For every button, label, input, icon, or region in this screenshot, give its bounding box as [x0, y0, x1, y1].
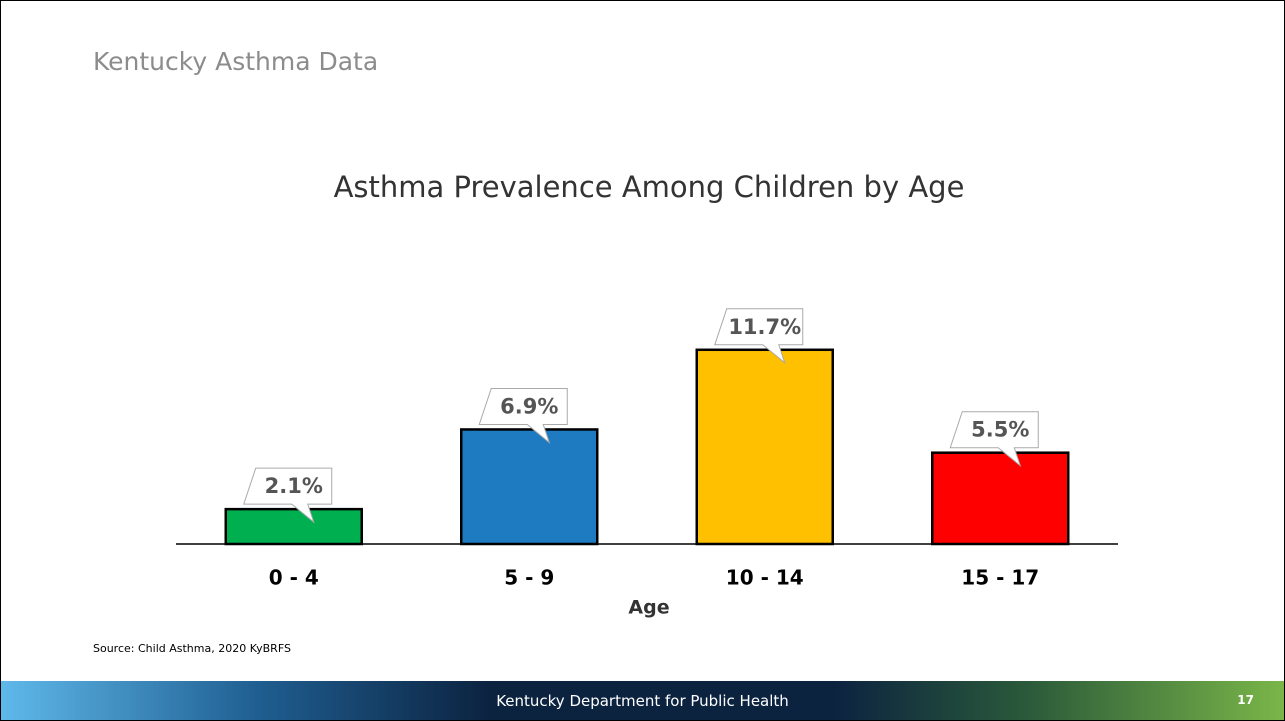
value-label: 2.1% [265, 474, 323, 498]
chart-title: Asthma Prevalence Among Children by Age [334, 170, 965, 204]
x-tick-label: 0 - 4 [269, 566, 319, 590]
footer-text: Kentucky Department for Public Health [496, 692, 789, 710]
source-note: Source: Child Asthma, 2020 KyBRFS [93, 642, 291, 655]
callout-box [714, 308, 804, 365]
x-tick-label: 15 - 17 [961, 566, 1039, 590]
callout-box [243, 467, 333, 524]
page-number: 17 [1237, 693, 1254, 707]
x-tick-label: 10 - 14 [726, 566, 804, 590]
bar [931, 451, 1070, 546]
value-label: 5.5% [971, 418, 1029, 442]
bar [224, 507, 363, 546]
callout-box [949, 411, 1039, 468]
slide-title: Kentucky Asthma Data [93, 47, 379, 76]
bar [460, 428, 599, 546]
x-axis-label: Age [628, 597, 669, 619]
callout-box [478, 387, 568, 444]
value-label: 6.9% [500, 394, 558, 418]
value-label: 11.7% [728, 315, 801, 339]
x-tick-label: 5 - 9 [504, 566, 554, 590]
footer: Kentucky Department for Public Health 17 [1, 681, 1284, 720]
chart: Asthma Prevalence Among Children by Age … [176, 170, 1118, 619]
bar [695, 348, 834, 546]
